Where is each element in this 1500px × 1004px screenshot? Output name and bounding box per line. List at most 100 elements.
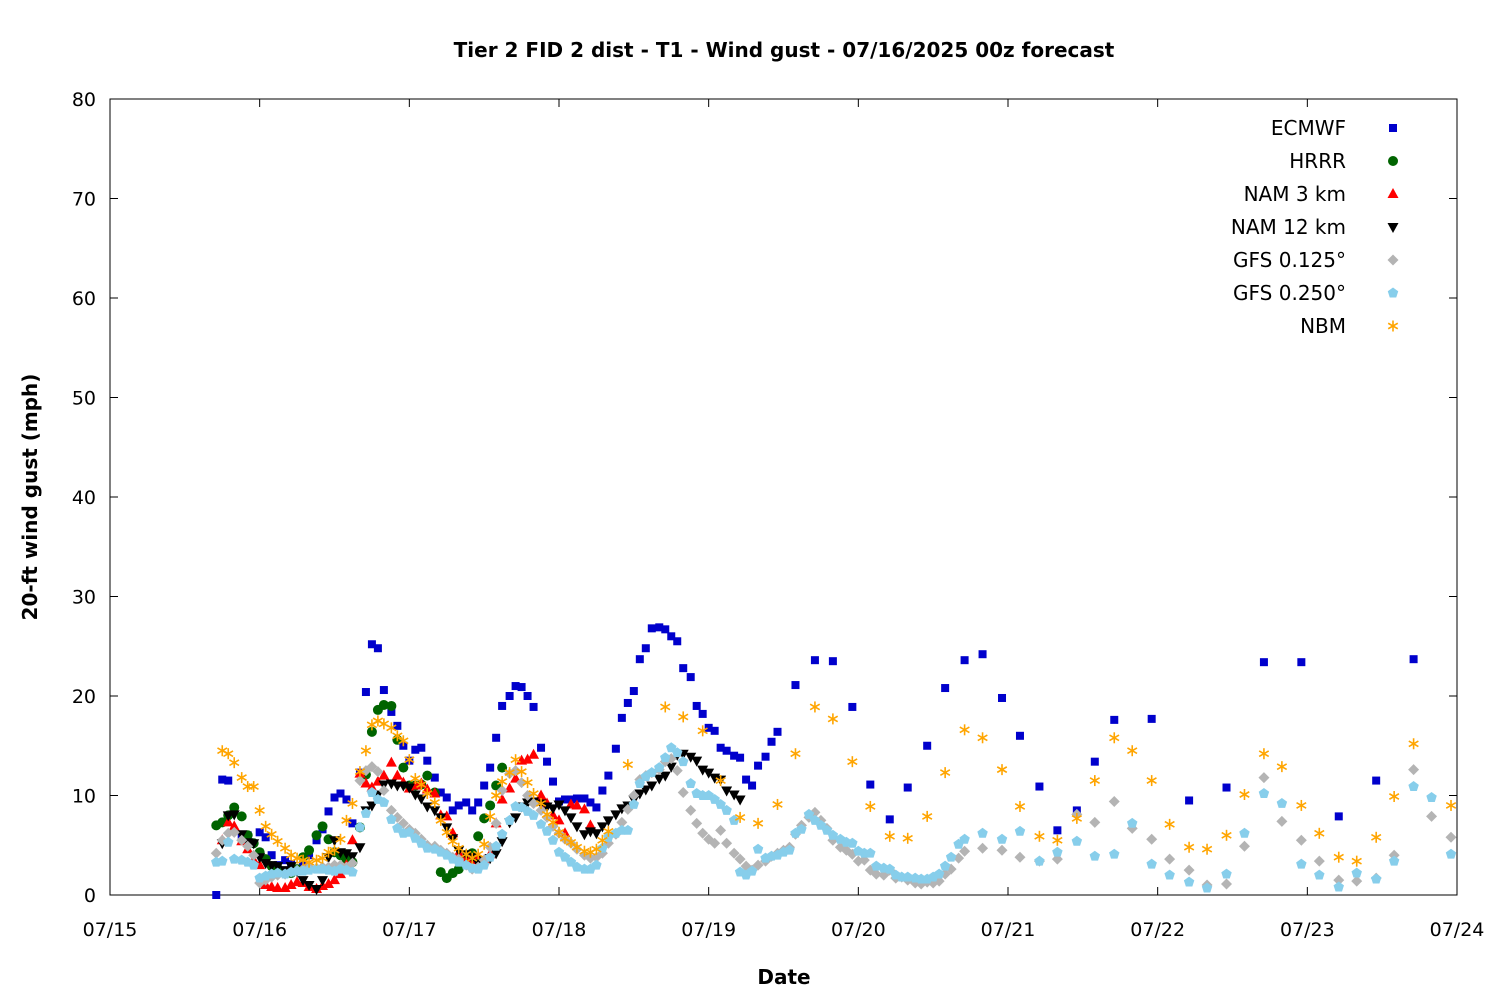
y-tick-label: 60 bbox=[72, 288, 96, 310]
legend-label: NBM bbox=[1300, 314, 1346, 338]
data-point bbox=[604, 772, 612, 780]
data-point bbox=[524, 692, 532, 700]
data-point bbox=[530, 703, 538, 711]
data-point bbox=[923, 742, 931, 750]
data-point bbox=[543, 758, 551, 766]
data-point bbox=[592, 803, 600, 811]
x-tick-label: 07/16 bbox=[232, 919, 287, 941]
data-point bbox=[518, 683, 526, 691]
y-axis-title: 20-ft wind gust (mph) bbox=[18, 374, 42, 621]
data-point bbox=[304, 845, 314, 855]
data-point bbox=[1148, 715, 1156, 723]
data-point bbox=[636, 655, 644, 663]
data-point bbox=[455, 801, 463, 809]
data-point bbox=[811, 656, 819, 664]
data-point bbox=[423, 757, 431, 765]
data-point bbox=[612, 745, 620, 753]
data-point bbox=[506, 692, 514, 700]
data-point bbox=[768, 738, 776, 746]
data-point bbox=[979, 650, 987, 658]
y-tick-label: 50 bbox=[72, 388, 96, 410]
data-point bbox=[468, 806, 476, 814]
data-point bbox=[1053, 826, 1061, 834]
data-point bbox=[462, 798, 470, 806]
legend-label: HRRR bbox=[1289, 149, 1346, 173]
y-tick-label: 20 bbox=[72, 686, 96, 708]
data-point bbox=[417, 744, 425, 752]
y-tick-label: 0 bbox=[84, 885, 96, 907]
data-point bbox=[312, 830, 322, 840]
y-tick-label: 70 bbox=[72, 189, 96, 211]
legend-marker bbox=[1388, 156, 1398, 166]
data-point bbox=[998, 694, 1006, 702]
x-tick-label: 07/20 bbox=[831, 919, 886, 941]
data-point bbox=[673, 637, 681, 645]
data-point bbox=[1223, 784, 1231, 792]
data-point bbox=[1260, 658, 1268, 666]
data-point bbox=[1297, 658, 1305, 666]
data-point bbox=[262, 833, 270, 841]
y-tick-label: 80 bbox=[72, 89, 96, 111]
data-point bbox=[736, 754, 744, 762]
legend-label: NAM 12 km bbox=[1231, 215, 1346, 239]
data-point bbox=[679, 664, 687, 672]
data-point bbox=[1091, 758, 1099, 766]
x-tick-label: 07/22 bbox=[1130, 919, 1185, 941]
data-point bbox=[711, 727, 719, 735]
data-point bbox=[537, 744, 545, 752]
data-point bbox=[212, 891, 220, 899]
data-point bbox=[699, 710, 707, 718]
legend-label: GFS 0.125° bbox=[1233, 248, 1346, 272]
data-point bbox=[762, 753, 770, 761]
data-point bbox=[362, 688, 370, 696]
data-point bbox=[866, 781, 874, 789]
x-axis-title: Date bbox=[757, 965, 810, 989]
data-point bbox=[480, 782, 488, 790]
data-point bbox=[443, 793, 451, 801]
data-point bbox=[598, 787, 606, 795]
chart-title: Tier 2 FID 2 dist - T1 - Wind gust - 07/… bbox=[454, 38, 1115, 62]
data-point bbox=[398, 763, 408, 773]
data-point bbox=[485, 800, 495, 810]
data-point bbox=[886, 815, 894, 823]
data-point bbox=[904, 784, 912, 792]
x-tick-label: 07/15 bbox=[83, 919, 138, 941]
data-point bbox=[1410, 655, 1418, 663]
data-point bbox=[618, 714, 626, 722]
data-point bbox=[941, 684, 949, 692]
data-point bbox=[318, 821, 328, 831]
data-point bbox=[492, 734, 500, 742]
data-point bbox=[687, 673, 695, 681]
data-point bbox=[549, 778, 557, 786]
data-point bbox=[648, 624, 656, 632]
x-tick-label: 07/19 bbox=[681, 919, 736, 941]
data-point bbox=[380, 686, 388, 694]
data-point bbox=[723, 747, 731, 755]
data-point bbox=[774, 728, 782, 736]
data-point bbox=[829, 657, 837, 665]
data-point bbox=[498, 702, 506, 710]
data-point bbox=[1372, 777, 1380, 785]
x-tick-label: 07/23 bbox=[1280, 919, 1335, 941]
data-point bbox=[748, 782, 756, 790]
data-point bbox=[1185, 796, 1193, 804]
data-point bbox=[1335, 812, 1343, 820]
data-point bbox=[661, 625, 669, 633]
x-tick-label: 07/24 bbox=[1430, 919, 1485, 941]
legend-marker bbox=[1389, 124, 1397, 132]
x-tick-label: 07/21 bbox=[981, 919, 1036, 941]
data-point bbox=[374, 644, 382, 652]
y-tick-label: 40 bbox=[72, 487, 96, 509]
data-point bbox=[848, 703, 856, 711]
data-point bbox=[422, 771, 432, 781]
data-point bbox=[961, 656, 969, 664]
data-point bbox=[486, 764, 494, 772]
data-point bbox=[1110, 716, 1118, 724]
data-point bbox=[325, 807, 333, 815]
data-point bbox=[474, 798, 482, 806]
legend-label: ECMWF bbox=[1271, 116, 1346, 140]
data-point bbox=[642, 644, 650, 652]
